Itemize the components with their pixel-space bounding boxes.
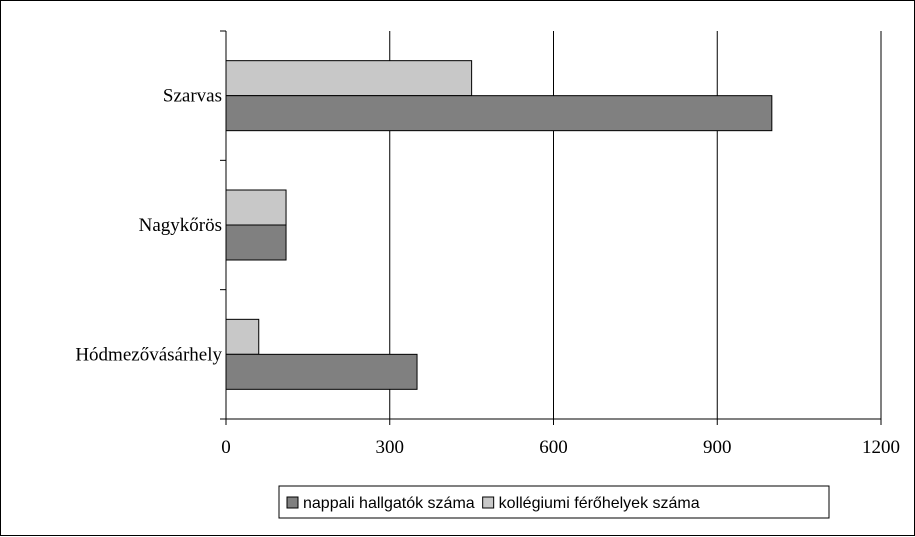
category-label-1: Nagykőrös — [139, 215, 222, 236]
x-tick-label-1200: 1200 — [862, 437, 900, 458]
legend-swatch-0 — [286, 496, 299, 509]
bar-nagykoros-series-0 — [225, 189, 287, 226]
legend-box — [278, 485, 830, 519]
category-label-2: Hódmezővásárhely — [75, 344, 222, 365]
x-tick-label-0: 0 — [221, 437, 231, 458]
bar-nagykoros-series-1 — [225, 224, 287, 261]
bar-szarvas-series-0 — [225, 60, 473, 97]
bar-hodmezovasarhely-series-1 — [225, 353, 418, 390]
category-label-0: Szarvas — [163, 86, 222, 107]
legend-swatch-1 — [482, 496, 495, 509]
x-tick-label-900: 900 — [703, 437, 732, 458]
x-tick-label-300: 300 — [376, 437, 405, 458]
x-tick-label-600: 600 — [539, 437, 568, 458]
legend-label-1: kollégiumi férőhelyek száma — [499, 495, 700, 512]
bar-hodmezovasarhely-series-0 — [225, 318, 260, 355]
bar-szarvas-series-1 — [225, 95, 773, 132]
legend-label-0: nappali hallgatók száma — [303, 495, 475, 512]
